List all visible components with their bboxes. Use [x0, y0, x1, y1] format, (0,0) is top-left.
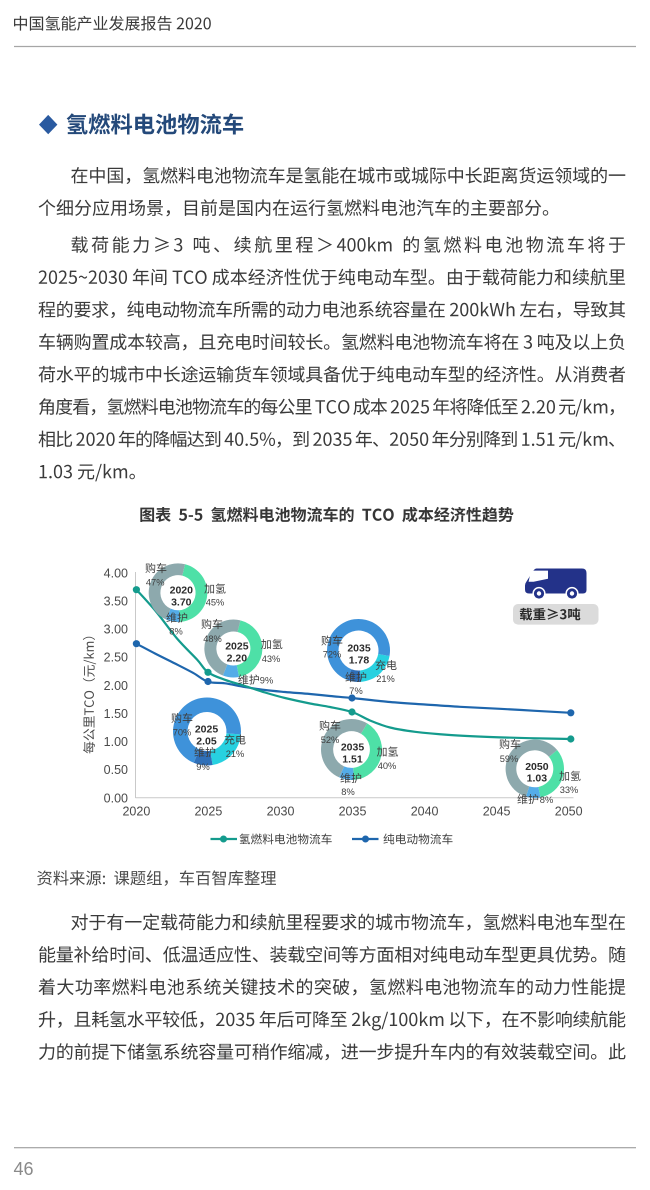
svg-text:3.00: 3.00	[104, 623, 128, 637]
svg-text:8%: 8%	[169, 626, 182, 636]
svg-text:21%: 21%	[376, 674, 395, 684]
svg-text:33%: 33%	[560, 785, 579, 795]
svg-text:2035: 2035	[341, 742, 365, 754]
svg-text:2.20: 2.20	[227, 652, 248, 664]
svg-text:9%: 9%	[260, 675, 273, 685]
svg-text:1.03: 1.03	[527, 773, 548, 785]
svg-text:2025: 2025	[195, 724, 219, 736]
svg-text:45%: 45%	[206, 597, 225, 607]
svg-text:2025: 2025	[225, 641, 249, 653]
svg-text:43%: 43%	[262, 654, 281, 664]
svg-text:2025: 2025	[194, 804, 222, 818]
svg-text:9%: 9%	[196, 762, 209, 772]
svg-text:59%: 59%	[500, 754, 519, 764]
svg-text:2030: 2030	[267, 804, 295, 818]
svg-text:1.78: 1.78	[349, 654, 370, 666]
svg-text:47%: 47%	[146, 577, 165, 587]
svg-text:2020: 2020	[122, 804, 150, 818]
svg-text:2020: 2020	[170, 585, 194, 597]
svg-text:0.50: 0.50	[104, 763, 128, 777]
svg-text:3.70: 3.70	[171, 597, 192, 609]
svg-text:4.00: 4.00	[104, 566, 128, 580]
svg-text:8%: 8%	[540, 795, 553, 805]
svg-text:2040: 2040	[411, 804, 439, 818]
svg-text:0.00: 0.00	[104, 791, 128, 805]
svg-text:2.50: 2.50	[104, 651, 128, 665]
svg-text:3.50: 3.50	[104, 594, 128, 608]
svg-text:1.51: 1.51	[342, 753, 363, 765]
svg-text:52%: 52%	[321, 735, 340, 745]
svg-text:2.05: 2.05	[196, 735, 217, 747]
svg-text:7%: 7%	[349, 686, 362, 696]
svg-text:2045: 2045	[483, 804, 511, 818]
svg-text:2035: 2035	[347, 643, 371, 655]
svg-text:40%: 40%	[378, 761, 397, 771]
svg-text:8%: 8%	[341, 787, 354, 797]
svg-text:2050: 2050	[555, 804, 583, 818]
svg-text:21%: 21%	[226, 749, 245, 759]
svg-text:48%: 48%	[203, 634, 222, 644]
svg-text:1.50: 1.50	[104, 707, 128, 721]
svg-text:2050: 2050	[525, 761, 549, 773]
svg-text:2.00: 2.00	[104, 679, 128, 693]
svg-text:2035: 2035	[339, 804, 367, 818]
svg-text:1.00: 1.00	[104, 735, 128, 749]
svg-text:70%: 70%	[173, 727, 192, 737]
svg-text:46: 46	[14, 1159, 34, 1179]
svg-text:72%: 72%	[323, 649, 342, 659]
